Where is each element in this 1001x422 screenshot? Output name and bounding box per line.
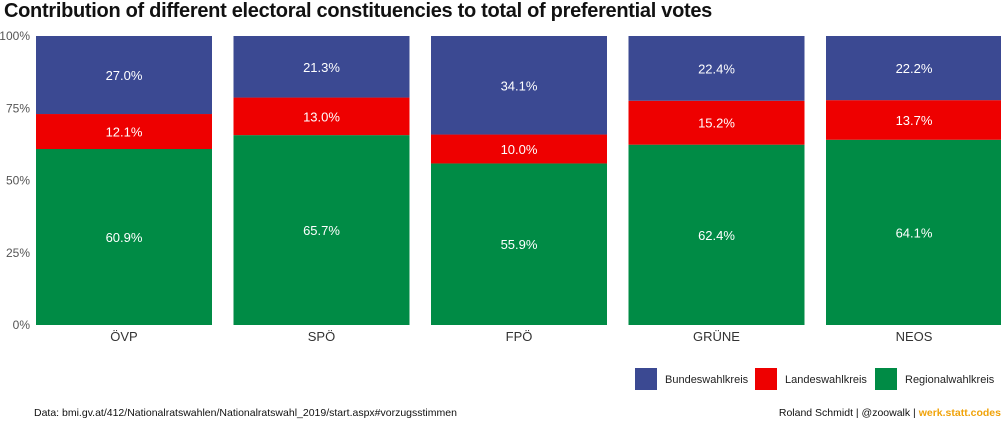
bar-data-label: 22.4% [698,61,735,76]
bar-data-label: 65.7% [303,223,340,238]
brand-name: werk.statt.codes [918,407,1001,419]
x-tick-label: NEOS [896,329,933,344]
legend-swatch [635,368,657,390]
y-tick-label: 0% [13,318,31,332]
bar-segment-bundeswahlkreis [826,36,1001,101]
bar-segment-bundeswahlkreis [36,36,212,115]
y-tick-label: 25% [6,246,30,260]
bar-segment-bundeswahlkreis [233,36,410,98]
bar-segment-landeswahlkreis [233,97,410,136]
source-note: Data: bmi.gv.at/412/Nationalratswahlen/N… [34,407,457,419]
y-tick-label: 50% [6,174,30,188]
bar-segment-regionalwahlkreis [628,144,805,325]
bar-data-label: 60.9% [106,230,143,245]
x-tick-label: SPÖ [308,329,335,344]
author-credit-text: Roland Schmidt | @zoowalk | [778,407,919,419]
bar-data-label: 13.7% [896,113,933,128]
bar-segment-landeswahlkreis [431,134,607,164]
bar-segment-landeswahlkreis [36,114,212,149]
bar-segment-regionalwahlkreis [826,139,1001,325]
y-tick-label: 75% [6,101,30,115]
bar-segment-regionalwahlkreis [233,135,410,325]
bar-data-label: 27.0% [106,68,143,83]
bar-data-label: 55.9% [501,237,538,252]
x-tick-label: GRÜNE [693,329,740,344]
bar-data-label: 12.1% [106,125,143,140]
bar-segment-regionalwahlkreis [36,148,212,325]
chart-title: Contribution of different electoral cons… [4,0,712,22]
bar-data-label: 21.3% [303,60,340,75]
bar-data-label: 13.0% [303,109,340,124]
author-credit: Roland Schmidt | @zoowalk | werk.statt.c… [779,407,1001,419]
x-tick-label: FPÖ [506,329,533,344]
bar-data-label: 34.1% [501,78,538,93]
bar-data-label: 15.2% [698,116,735,131]
bar-segment-bundeswahlkreis [431,36,607,135]
legend-label: Regionalwahlkreis [905,374,995,386]
legend-swatch [755,368,777,390]
x-tick-label: ÖVP [110,329,137,344]
legend-label: Bundeswahlkreis [665,374,749,386]
legend-swatch [875,368,897,390]
bar-segment-bundeswahlkreis [628,36,805,101]
bar-data-label: 22.2% [896,61,933,76]
bar-data-label: 10.0% [501,142,538,157]
bar-segment-regionalwahlkreis [431,163,607,325]
legend-label: Landeswahlkreis [785,374,867,386]
bar-segment-landeswahlkreis [628,100,805,145]
bar-data-label: 62.4% [698,228,735,243]
bar-data-label: 64.1% [896,225,933,240]
bar-segment-landeswahlkreis [826,100,1001,140]
y-tick-label: 100% [0,29,30,43]
